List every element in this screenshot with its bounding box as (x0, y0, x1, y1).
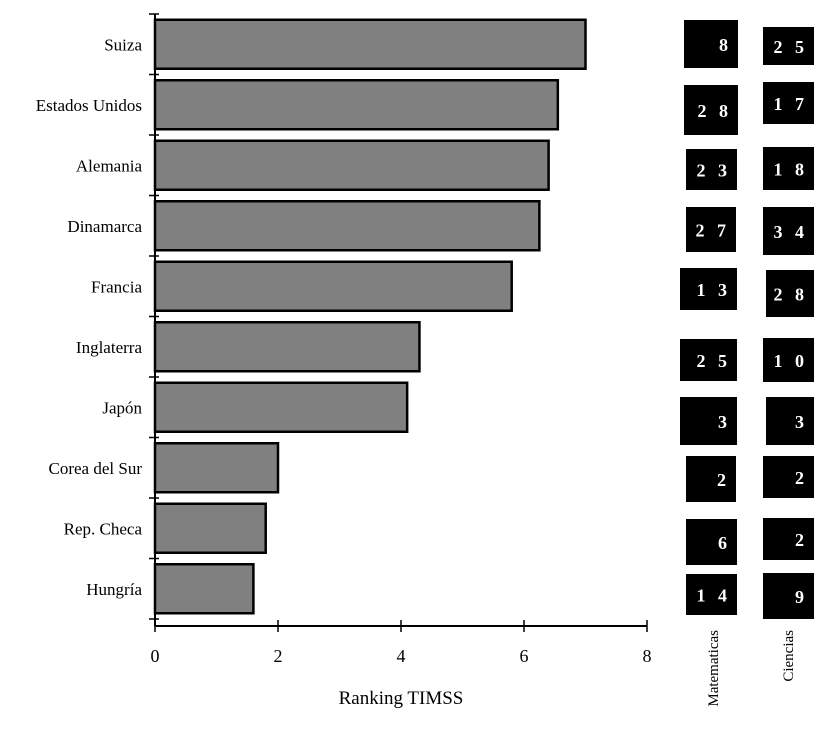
rank-box-value: 6 (718, 533, 731, 553)
bar (153, 563, 255, 615)
x-tick-label: 8 (643, 646, 652, 666)
category-label: Suiza (104, 35, 142, 54)
rank-box (766, 270, 814, 317)
rank-box-value: 1 0 (774, 351, 809, 371)
category-label: Hungría (86, 580, 142, 599)
rank-box-value: 2 8 (774, 285, 809, 305)
rank-box-value: 3 4 (774, 222, 809, 242)
category-labels: Suiza Estados Unidos Alemania Dinamarca Fran… (36, 35, 143, 599)
column-title: Matematicas (706, 630, 722, 707)
category-label: Estados Unidos (36, 96, 142, 115)
bar (153, 18, 587, 70)
rank-box (763, 27, 814, 65)
x-tick-label: 6 (520, 646, 529, 666)
bar (153, 381, 409, 433)
bar (153, 79, 560, 131)
rank-box (763, 338, 814, 382)
rank-box (763, 456, 814, 498)
rank-box-value: 3 (718, 412, 731, 432)
rank-box (684, 20, 738, 68)
rank-box (686, 574, 737, 615)
bar (153, 260, 513, 312)
bar (153, 502, 267, 554)
rank-box (763, 147, 814, 190)
rank-box (763, 207, 814, 255)
rank-box-value: 9 (795, 587, 808, 607)
rank-box (686, 207, 736, 252)
category-label: Corea del Sur (49, 459, 143, 478)
rank-box-value: 3 (795, 412, 808, 432)
rank-box-value: 2 7 (696, 221, 731, 241)
rank-box-value: 2 5 (697, 351, 732, 371)
x-tick-label: 0 (151, 646, 160, 666)
rank-box-value: 1 7 (774, 94, 809, 114)
rank-box (763, 518, 814, 560)
rank-box (686, 149, 737, 190)
rank-box (766, 397, 814, 445)
axes-group (149, 13, 648, 632)
x-tick-labels: 0 2 4 6 8 (151, 646, 652, 666)
rank-box-value: 1 3 (697, 280, 732, 300)
rank-box (686, 456, 736, 502)
rank-box-value: 2 3 (697, 161, 732, 181)
category-label: Rep. Checa (64, 519, 143, 538)
rank-box-value: 1 4 (697, 586, 732, 606)
rank-box (763, 82, 814, 124)
bar (153, 321, 421, 373)
rank-box (680, 268, 737, 310)
rank-box-value: 2 5 (774, 37, 809, 57)
category-label: Inglaterra (76, 338, 143, 357)
rank-box (763, 573, 814, 619)
category-label: Francia (91, 277, 142, 296)
category-label: Dinamarca (67, 217, 142, 236)
bar (153, 139, 550, 191)
x-tick-label: 4 (397, 646, 406, 666)
bars-group (153, 18, 587, 615)
rank-box (684, 85, 738, 135)
rank-box-value: 2 8 (698, 101, 733, 121)
rank-box (680, 397, 737, 445)
bar (153, 200, 541, 252)
rank-box-value: 2 (795, 530, 808, 550)
category-label: Alemania (76, 156, 143, 175)
x-axis-title: Ranking TIMSS (339, 688, 464, 709)
column-title: Ciencias (781, 630, 797, 682)
side-columns: 8 2 8 2 3 2 7 1 3 2 5 3 2 6 1 4 Matematicas 2 5 1 7 1… (680, 20, 814, 707)
rank-box (680, 339, 737, 381)
bar (153, 442, 280, 494)
rank-box-value: 8 (719, 35, 732, 55)
rank-box-value: 1 8 (774, 160, 809, 180)
rank-box-value: 2 (795, 468, 808, 488)
category-label: Japón (102, 398, 142, 417)
rank-box (686, 519, 737, 565)
rank-box-value: 2 (717, 470, 730, 490)
x-tick-label: 2 (274, 646, 283, 666)
